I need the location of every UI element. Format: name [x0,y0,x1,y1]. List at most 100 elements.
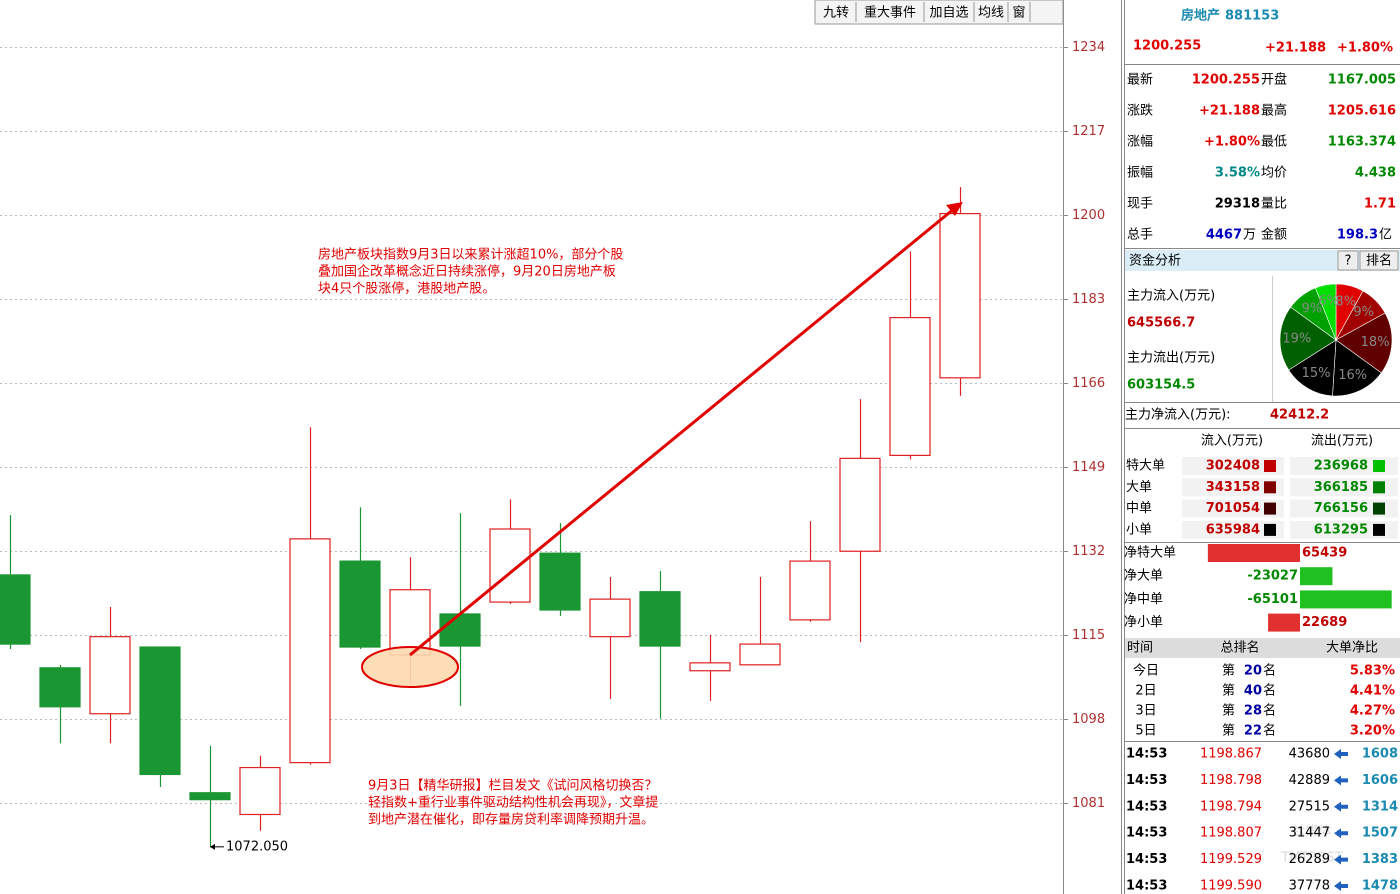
flow-swatch [1264,481,1276,494]
flow-swatch [1264,523,1276,536]
pie-label: 15% [1302,366,1331,381]
net-value: 65439 [1302,546,1347,561]
flow-out: 766156 [1314,501,1368,516]
y-tick-label: 1166 [1072,376,1105,391]
quote-value: 1205.616 [1328,104,1396,119]
candle-body [239,766,281,816]
cell-bg [1182,499,1284,518]
candle-body [139,646,181,776]
pie-label: 9% [1353,305,1374,320]
tick-count: 1608 [1362,747,1398,762]
quote-label: 最新 [1127,72,1153,88]
net-value: -65101 [1247,592,1298,607]
pie-slice [1288,339,1337,397]
rank-pct: 5.83% [1350,664,1395,679]
toolbar-button[interactable]: 九转 [823,6,849,21]
toolbar-button[interactable]: 重大事件 [864,5,916,21]
y-tick-label: 1149 [1072,460,1105,475]
flow-swatch [1373,481,1385,494]
flow-swatch [1264,460,1276,472]
tick-time: 14:53 [1126,852,1167,867]
quote-label: 最低 [1261,135,1287,150]
tick-arrow [1334,801,1348,812]
flow-label: 中单 [1126,501,1152,516]
tick-price: 1198.798 [1200,773,1262,788]
watermark: 钛媒体 [1292,825,1331,840]
flow-out: 613295 [1314,522,1368,537]
rank-suffix: 名 [1263,683,1276,699]
quote-value: 4467 [1206,228,1242,243]
toolbar-button[interactable]: 均线 [978,6,1004,21]
quote-label: 总手 [1127,228,1153,243]
rank-header-bg [1125,638,1400,658]
sector-code: 881153 [1225,9,1279,24]
rank-suffix: 名 [1263,723,1276,739]
candle-body [89,636,131,715]
tick-price: 1199.590 [1200,879,1262,894]
y-tick-label: 1081 [1072,796,1105,811]
cell-bg [1182,520,1284,539]
annotation: 房地产板块指数9月3日以来累计涨超10%，部分个股 [318,247,623,263]
help-button[interactable] [1337,250,1359,271]
sector-name: 房地产 [1181,8,1220,24]
rank-period: 5日 [1135,724,1156,739]
tick-arrow [1334,854,1348,865]
rank-prefix: 第 [1222,704,1235,719]
flow-in: 343158 [1206,480,1260,495]
tick-count: 1314 [1362,799,1398,814]
flow-swatch [1373,523,1385,536]
net-value: 22689 [1302,615,1347,630]
toolbar-button[interactable]: 加自选 [929,6,968,21]
tick-count: 1507 [1362,826,1398,841]
net-bar [1300,590,1392,609]
y-tick-label: 1234 [1072,40,1105,55]
tick-volume: 43680 [1289,747,1330,762]
pie-slice [1279,306,1337,371]
quote-value: +21.188 [1199,104,1260,119]
y-tick-label: 1183 [1072,292,1105,307]
watermark: TMTPOST [1280,851,1342,866]
candle-body [739,643,781,666]
candle-body [539,552,581,611]
candle-body [689,662,731,672]
pie-slice [1335,312,1393,374]
tick-count: 1478 [1362,879,1398,894]
flow-out: 236968 [1314,459,1368,474]
cell-bg [1290,499,1398,518]
pie-label: 18% [1361,335,1390,350]
annotation: 块4只个股涨停，港股地产股。 [318,281,495,297]
y-tick-label: 1098 [1072,712,1105,727]
flow-label: 小单 [1126,522,1152,537]
net-bar [1207,544,1301,562]
net-label: 净特大单 [1124,546,1176,561]
candle-body [39,667,81,708]
outflow-label: 主力流出(万元) [1127,351,1215,366]
net-label: 净小单 [1124,615,1163,630]
pie-slice [1315,283,1337,341]
tick-time: 14:53 [1126,747,1167,762]
tick-price: 1198.807 [1200,826,1262,841]
pie-label: 8% [1335,295,1356,310]
rank-header: 总排名 [1220,640,1259,656]
candle-body [589,598,631,638]
arrow-head [946,202,963,216]
min-pointer-head [210,843,215,850]
rank-button[interactable] [1359,250,1399,271]
quote-unit: 亿 [1379,228,1392,243]
trend-arrow [409,206,956,657]
rank-suffix: 名 [1263,663,1276,679]
rank-prefix: 第 [1222,664,1235,679]
toolbar-button[interactable]: 窗 [1012,5,1025,21]
pie-label: 9% [1302,302,1323,317]
quote-value: +1.80% [1204,135,1260,150]
candle-body [639,591,681,647]
quote-value: 1200.255 [1192,73,1260,88]
tick-price: 1198.794 [1200,799,1262,814]
quote-label: 量比 [1261,197,1287,212]
net: 42412.2 [1270,408,1329,423]
flows-header: 流出(万元) [1311,434,1373,449]
cell-bg [1182,478,1284,497]
flow-swatch [1373,502,1385,515]
tick-price: 1199.529 [1200,852,1262,867]
